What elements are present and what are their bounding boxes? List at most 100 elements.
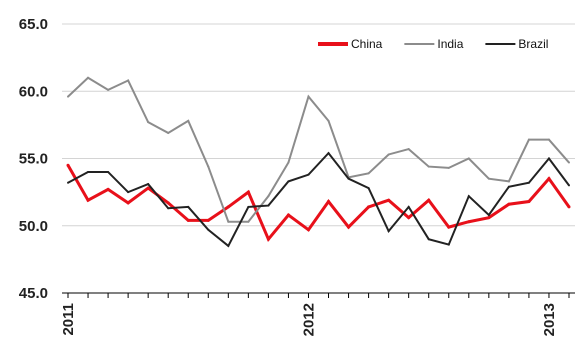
data-point-india [147, 121, 150, 124]
x-tick-labels: 2011 2012 2013 [60, 303, 558, 336]
data-point-brazil [127, 191, 130, 194]
series-china [66, 163, 571, 243]
data-point-china [527, 200, 531, 204]
series-india [67, 76, 570, 223]
data-point-brazil [307, 173, 310, 176]
legend-label: China [351, 37, 383, 51]
data-point-brazil [207, 228, 210, 231]
data-point-china [467, 220, 471, 224]
data-point-china [387, 198, 391, 202]
data-point-india [568, 161, 570, 164]
data-point-india [387, 153, 390, 156]
data-point-brazil [407, 205, 410, 208]
data-point-china [106, 187, 110, 191]
data-point-china [286, 213, 290, 217]
data-point-brazil [267, 204, 270, 207]
data-point-india [367, 172, 370, 175]
y-tick-label: 65.0 [19, 16, 48, 33]
legend-item-brazil: Brazil [485, 37, 548, 51]
data-point-brazil [87, 170, 90, 173]
data-point-brazil [507, 185, 510, 188]
data-point-china [66, 163, 70, 167]
series-line-brazil [67, 151, 570, 248]
y-tick-label: 45.0 [19, 285, 48, 302]
data-point-china [306, 228, 310, 232]
data-point-india [127, 79, 130, 82]
series-line-india [67, 76, 570, 223]
data-point-brazil [527, 181, 530, 184]
data-point-brazil [167, 207, 170, 210]
data-point-india [227, 220, 230, 223]
data-point-brazil [67, 181, 69, 184]
data-point-china [427, 198, 431, 202]
data-point-india [427, 165, 430, 168]
data-point-brazil [347, 177, 350, 180]
data-point-india [507, 180, 510, 183]
data-point-india [87, 76, 90, 79]
data-point-china [246, 190, 250, 194]
data-point-china [347, 225, 351, 229]
data-point-india [167, 131, 170, 134]
data-point-india [287, 161, 290, 164]
series-brazil [67, 151, 570, 248]
data-point-china [487, 216, 491, 220]
data-point-brazil [427, 238, 430, 241]
data-point-india [487, 177, 490, 180]
data-point-india [207, 165, 210, 168]
data-point-china [86, 198, 90, 202]
data-point-brazil [147, 183, 150, 186]
data-point-china [166, 201, 170, 205]
axes [62, 292, 575, 298]
data-point-china [126, 201, 130, 205]
legend-label: India [437, 37, 463, 51]
legend-item-india: India [404, 37, 464, 51]
legend: China India Brazil [318, 37, 548, 51]
data-point-china [186, 218, 190, 222]
data-point-india [67, 95, 69, 98]
data-point-brazil [467, 195, 470, 198]
x-tick-label: 2011 [60, 303, 77, 336]
data-point-china [206, 218, 210, 222]
y-tick-label: 50.0 [19, 218, 48, 235]
data-point-brazil [447, 243, 450, 246]
data-point-india [547, 138, 550, 141]
gridlines [62, 23, 575, 227]
data-point-china [447, 225, 451, 229]
data-point-brazil [487, 213, 490, 216]
data-point-brazil [568, 184, 570, 187]
data-point-india [327, 119, 330, 122]
data-point-brazil [107, 170, 110, 173]
data-point-brazil [227, 244, 230, 247]
data-point-china [327, 200, 331, 204]
x-tick-label: 2012 [300, 303, 317, 336]
data-point-brazil [247, 205, 250, 208]
data-point-india [467, 157, 470, 160]
legend-item-china: China [318, 37, 383, 51]
data-point-india [307, 95, 310, 98]
y-tick-label: 60.0 [19, 83, 48, 100]
data-point-india [187, 119, 190, 122]
data-point-india [267, 195, 270, 198]
data-point-china [407, 216, 411, 220]
data-point-china [226, 205, 230, 209]
data-point-brazil [187, 205, 190, 208]
data-point-china [367, 205, 371, 209]
data-point-brazil [387, 230, 390, 233]
data-point-china [507, 202, 511, 206]
x-tick-label: 2013 [541, 303, 558, 336]
data-point-china [567, 205, 571, 209]
data-point-india [447, 166, 450, 169]
data-point-brazil [547, 157, 550, 160]
data-point-brazil [367, 187, 370, 190]
data-point-brazil [327, 152, 330, 155]
legend-label: Brazil [518, 37, 548, 51]
data-point-china [146, 186, 150, 190]
data-point-china [266, 237, 270, 241]
series-line-china [66, 164, 571, 243]
data-point-india [107, 88, 110, 91]
y-tick-labels: 45.0 50.0 55.0 60.0 65.0 [19, 16, 48, 302]
data-point-india [407, 148, 410, 151]
data-point-brazil [287, 180, 290, 183]
